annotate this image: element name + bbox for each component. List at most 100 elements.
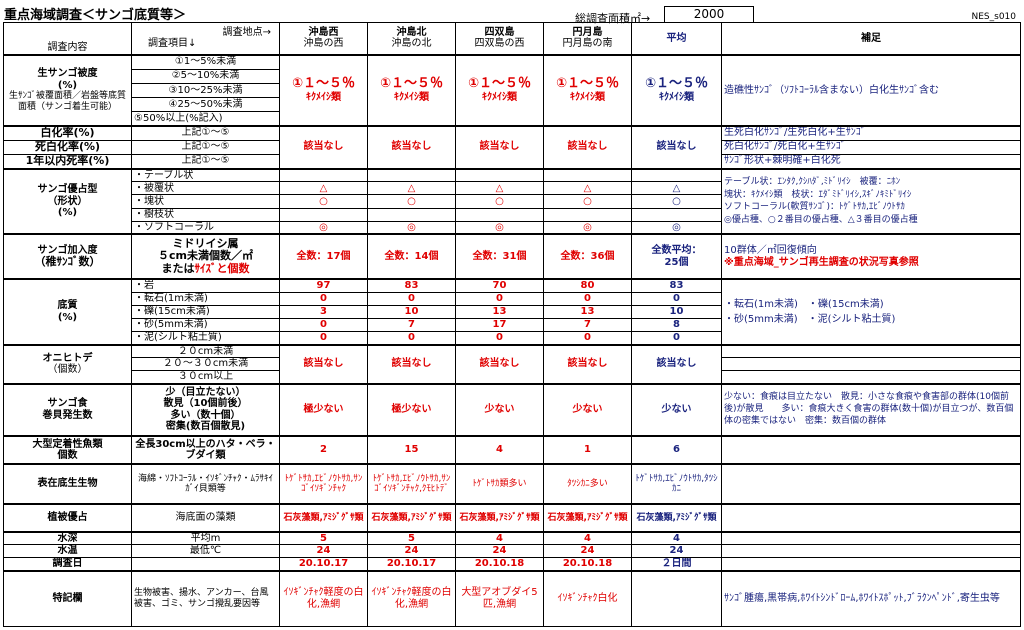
fish-label: 大型定着性魚類 個数 (3, 435, 132, 465)
recruit-item-size: ｻｲｽﾞと個数 (194, 261, 250, 275)
snail-value: 極少ない (279, 382, 368, 437)
recruit-title: サンゴ加入度 (37, 244, 98, 256)
table-row: オニヒトデ （個数） ２０cm未満 該当なし 該当なし 該当なし 該当なし 該当な… (3, 343, 1021, 385)
bleach-note: 死白化ｻﾝｺﾞ/死白化+生ｻﾝｺﾞ (721, 139, 1021, 155)
substrate-cell: 13 (543, 304, 632, 319)
dominant-cell (631, 167, 722, 183)
date-note (721, 556, 1021, 572)
special-label: 特記欄 (3, 569, 132, 627)
starfish-title: オニヒトデ (42, 352, 93, 364)
snail-note: 少ない：食痕は目立たない 散見：小さな食痕や食害部の群体(10個前後)が散見 多… (721, 382, 1021, 437)
site-name: 沖島西 (308, 26, 339, 38)
starfish-note (721, 357, 1021, 371)
mid-header-site: 調査地点→ (222, 26, 271, 38)
recruit-sub: （稚ｻﾝｺﾞ数） (34, 255, 101, 269)
substrate-cell: 0 (631, 291, 722, 306)
temp-value: 24 (543, 544, 632, 558)
note-line: テーブル状：ｴﾝﾀｸ,ｸｼﾊﾀﾞ,ﾐﾄﾞﾘｲｼ 被覆：ﾆﾎﾝ (724, 177, 901, 188)
dominant-cell (279, 207, 368, 222)
substrate-title: 底質 (57, 300, 78, 312)
benthos-avg: ﾄｹﾞﾄｻｶ,ｴﾋﾞﾉｳﾄｻｶ,ﾀﾂｼｶﾆ (631, 462, 722, 505)
recruit-item-3: またはｻｲｽﾞと個数 (134, 261, 277, 276)
dominant-cell (367, 167, 456, 183)
dominant-cell: ◎ (455, 220, 544, 235)
recruit-note: 10群体／㎡回復傾向 ※重点海域_サンゴ再生調査の状況写真参照 (721, 233, 1021, 280)
substrate-cell: 70 (455, 277, 544, 293)
cover-class: ①１～５％ (555, 76, 619, 92)
note-line: 塊状：ｷｸﾒｲｼ類 枝状：ｴﾀﾞﾐﾄﾞﾘｲｼ,ｽｷﾞﾉｷﾐﾄﾞﾘｲｼ (724, 189, 912, 200)
substrate-item: ・砂(5mm未満) (131, 317, 280, 333)
benthos-value: ﾀﾂｼｶﾆ多い (543, 462, 632, 505)
snail-title: サンゴ食 (47, 398, 88, 410)
recruit-avg-label: 全数平均： (651, 245, 702, 257)
live-coral-title: 生サンゴ被度 (37, 68, 98, 80)
starfish-sub: （個数） (47, 364, 88, 376)
table-row: 生サンゴ被度 (%) 生ｻﾝｺﾞ被覆面積／岩盤等底質面積（サンゴ着生可能） ①1～5… (3, 53, 1021, 127)
depth-item: 平均m (131, 530, 280, 546)
date-value: 20.10.17 (279, 556, 368, 572)
recruit-label: サンゴ加入度 （稚ｻﾝｺﾞ数） (3, 233, 132, 280)
site-sub: 四双島の西 (474, 38, 525, 50)
live-coral-item: ②5～10%未満 (131, 68, 280, 84)
bleach-item: 上記①～⑤ (131, 124, 280, 141)
survey-area-label: 総調査面積㎡→ (575, 12, 651, 25)
substrate-cell: 97 (279, 277, 368, 293)
substrate-cell: 17 (455, 317, 544, 333)
vegetation-avg: 石灰藻類,ｱﾐｼﾞｸﾞｻ類 (631, 503, 722, 533)
temp-value: 24 (279, 544, 368, 558)
special-value: ｲｿｷﾞﾝﾁｬｸ軽度の白化,漁網 (367, 569, 456, 627)
site-name: 円月島 (572, 26, 603, 38)
mid-header: 調査地点→ 調査項目↓ (131, 21, 280, 56)
snail-label: サンゴ食 巻貝発生数 (3, 382, 132, 437)
special-note: ｻﾝｺﾞ腫瘍,黒帯病,ﾎﾜｲﾄｼﾝﾄﾞﾛｰﾑ,ﾎﾜｲﾄｽﾎﾟｯﾄ,ﾌﾞﾗｸﾝﾍﾟ… (721, 569, 1021, 627)
dominant-item: ・被覆状 (131, 181, 280, 196)
dominant-cell: △ (367, 181, 456, 196)
substrate-cell: 0 (543, 291, 632, 306)
table-row: ・ソフトコーラル ◎ ◎ ◎ ◎ ◎ (4, 220, 1021, 235)
snail-avg: 少ない (631, 382, 722, 437)
snail-item: 密集(数百個散見) (165, 421, 246, 433)
vegetation-value: 石灰藻類,ｱﾐｼﾞｸﾞｻ類 (543, 503, 632, 533)
substrate-cell: 0 (455, 331, 544, 346)
date-value: 20.10.17 (367, 556, 456, 572)
benthos-note (721, 462, 1021, 505)
starfish-item: ３０cm以上 (131, 369, 280, 385)
starfish-note (721, 369, 1021, 385)
live-coral-note: 造礁性ｻﾝｺﾞ（ｿﾌﾄｺｰﾗﾙ含まない）白化生ｻﾝｺﾞ含む (721, 53, 1021, 127)
table-row: 表在底生生物 海綿・ｿﾌﾄｺｰﾗﾙ・ｲｿｷﾞﾝﾁｬｸ・ﾑﾗｻｷｲｶﾞｲ貝類等 ﾄ… (3, 462, 1021, 505)
substrate-cell: 80 (543, 277, 632, 293)
substrate-cell: 0 (367, 291, 456, 306)
note-line: ・砂(5mm未満) ・泥(シルト粘土質) (724, 313, 896, 325)
fish-title: 大型定着性魚類 (32, 438, 103, 450)
table-row: 植被優占 海底面の藻類 石灰藻類,ｱﾐｼﾞｸﾞｻ類 石灰藻類,ｱﾐｼﾞｸﾞｻ類 … (3, 503, 1021, 533)
fish-value: 1 (543, 435, 632, 465)
substrate-note: ・転石(1m未満) ・礫(15cm未満) ・砂(5mm未満) ・泥(シルト粘土質) (721, 277, 1021, 346)
avg-header: 平均 (631, 21, 722, 56)
dominant-cell: △ (543, 181, 632, 196)
dominant-title: サンゴ優占型 (37, 184, 98, 196)
substrate-cell: 0 (631, 331, 722, 346)
live-coral-item: ④25～50%未満 (131, 96, 280, 113)
starfish-note (721, 343, 1021, 359)
date-label: 調査日 (3, 556, 132, 572)
table-row: 白化率(%) 上記①～⑤ 該当なし 該当なし 該当なし 該当なし 該当なし 生死… (3, 124, 1021, 170)
benthos-item: 海綿・ｿﾌﾄｺｰﾗﾙ・ｲｿｷﾞﾝﾁｬｸ・ﾑﾗｻｷｲｶﾞｲ貝類等 (131, 462, 280, 505)
bleach-value: 該当なし (279, 124, 368, 170)
table-row: サンゴ食 巻貝発生数 少（目立たない） 散見（10個前後） 多い（数十個） 密集(数百個… (3, 382, 1021, 437)
note-line: ・転石(1m未満) ・礫(15cm未満) (724, 298, 884, 310)
fish-value: 2 (279, 435, 368, 465)
recruit-item-1: ミドリイシ属 (172, 236, 239, 250)
depth-avg: 4 (631, 530, 722, 546)
site-header: 沖島北 沖島の北 (367, 21, 456, 56)
survey-area-value[interactable]: 2000 (664, 6, 754, 23)
fish-value: 4 (455, 435, 544, 465)
table-header-row: 調査内容 調査地点→ 調査項目↓ 沖島西 沖島の西 沖島北 沖島の北 四双島 四双島の西… (3, 21, 1021, 56)
temp-avg: 24 (631, 544, 722, 558)
site-name: 四双島 (484, 26, 515, 38)
table-row: ２０～３０cm未満 (4, 357, 1021, 371)
fish-note (721, 435, 1021, 465)
live-coral-value: ①１～５％ ｷｸﾒｲｼ類 (543, 53, 632, 127)
date-item (131, 556, 280, 572)
live-coral-value: ①１～５％ ｷｸﾒｲｼ類 (279, 53, 368, 127)
